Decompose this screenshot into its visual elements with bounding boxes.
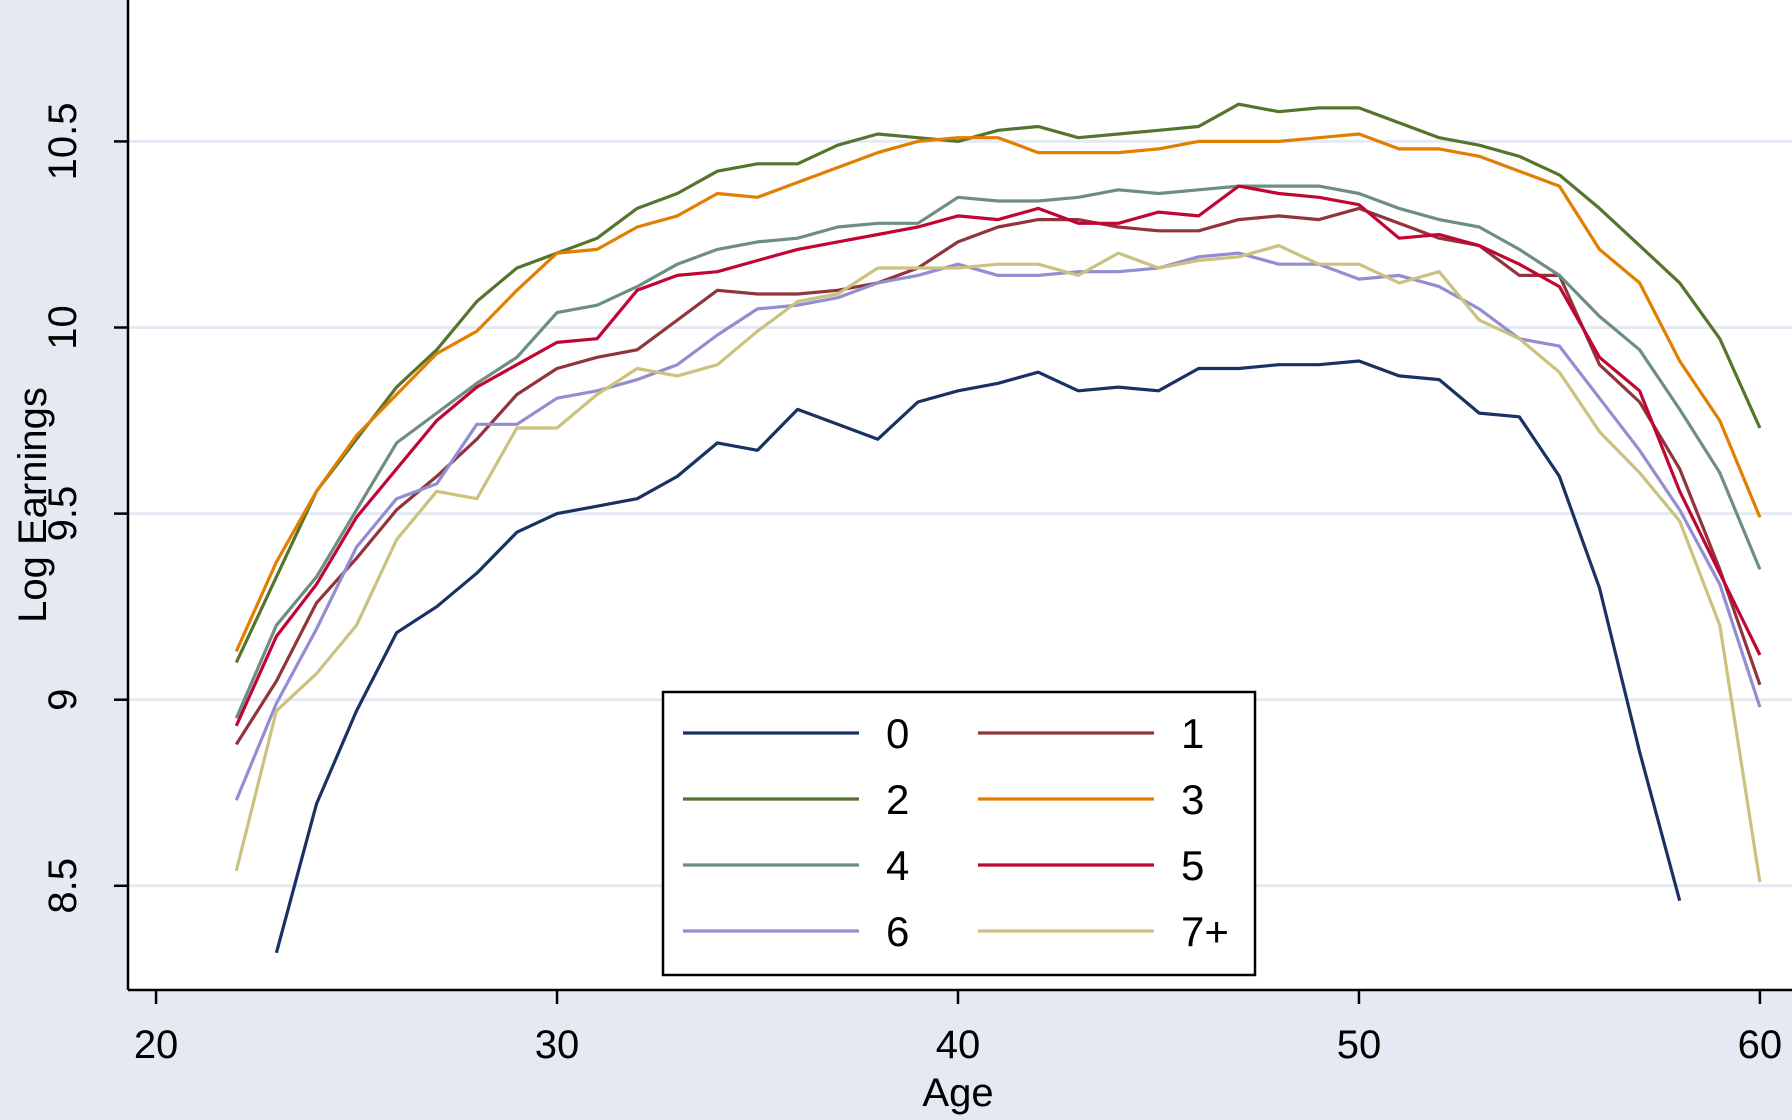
legend-label-3: 3 (1181, 776, 1204, 823)
series-lines (234, 102, 1762, 954)
legend-label-1: 1 (1181, 710, 1204, 757)
x-tick-label-20: 20 (134, 1023, 179, 1067)
legend: 0 1 2 3 4 5 6 7+ (661, 690, 1257, 977)
series-line-4 (234, 184, 1762, 719)
x-tick-label-30: 30 (535, 1023, 580, 1067)
series-line-0 (274, 359, 1682, 954)
legend-label-4: 4 (886, 842, 909, 889)
legend-label-6: 6 (886, 908, 909, 955)
y-tick-label-10: 10 (41, 305, 85, 350)
series-line-5 (234, 184, 1762, 727)
y-tick-label-9: 9 (41, 689, 85, 711)
y-tick-label-8.5: 8.5 (41, 858, 85, 914)
series-line-6 (234, 251, 1762, 801)
legend-box (661, 690, 1257, 977)
y-tick-label-9.5: 9.5 (41, 486, 85, 542)
legend-label-5: 5 (1181, 842, 1204, 889)
x-axis-label: Age (922, 1071, 993, 1115)
axes (126, 0, 1792, 992)
series-line-2 (234, 102, 1762, 664)
series-line-7plus (234, 244, 1762, 883)
x-tick-label-50: 50 (1337, 1023, 1382, 1067)
legend-label-2: 2 (886, 776, 909, 823)
y-axis-label: Log Earnings (11, 387, 55, 623)
legend-label-0: 0 (886, 710, 909, 757)
legend-label-7plus: 7+ (1181, 908, 1229, 955)
series-line-3 (234, 132, 1762, 652)
x-tick-label-60: 60 (1738, 1023, 1783, 1067)
x-tick-label-40: 40 (936, 1023, 981, 1067)
y-tick-label-10.5: 10.5 (41, 102, 85, 180)
